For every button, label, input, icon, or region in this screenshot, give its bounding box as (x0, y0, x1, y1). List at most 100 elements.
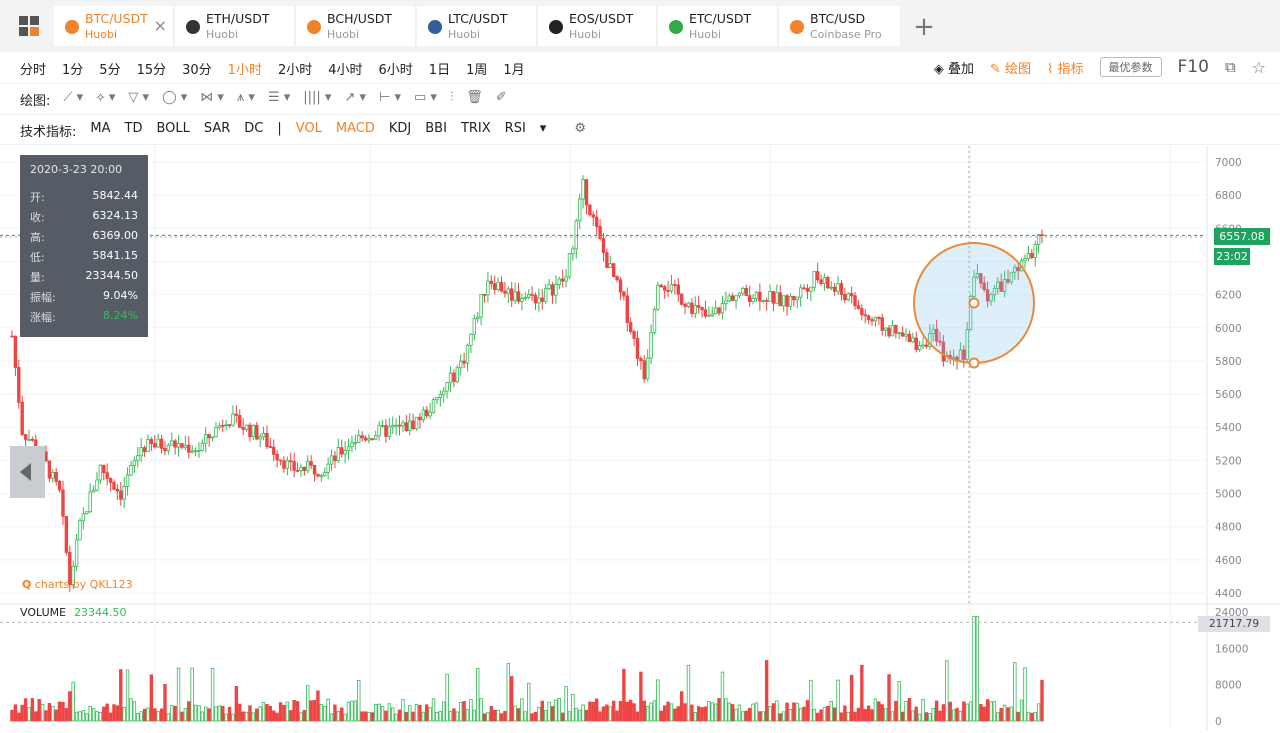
layout-grid-icon[interactable] (19, 16, 39, 36)
draw-toolbar-label: 绘图: (20, 94, 51, 109)
candle-body (115, 488, 120, 492)
timeframe-3[interactable]: 15分 (136, 63, 167, 78)
fibonacci-tool-icon[interactable]: ☰ ▾ (267, 90, 291, 105)
volume-bar (1019, 699, 1024, 722)
overlay-button[interactable]: ◈ 叠加 (933, 61, 974, 77)
eraser-icon[interactable]: ✐ (495, 90, 507, 105)
indicator-button[interactable]: ⌇ 指标 (1047, 61, 1084, 77)
tab-bch-usdt[interactable]: BCH/USDT Huobi (296, 6, 416, 46)
indicator-rsi[interactable]: RSI (504, 121, 526, 136)
tab-eth-usdt[interactable]: ETH/USDT Huobi (175, 6, 295, 46)
volume-bar (839, 712, 844, 722)
close-tab-icon[interactable]: × (153, 16, 167, 35)
indicator-boll[interactable]: BOLL (156, 121, 190, 136)
candle-body (533, 294, 538, 304)
indicator-vol[interactable]: VOL (295, 121, 322, 136)
gann-tool-icon[interactable]: |||| ▾ (303, 90, 332, 105)
candle-body (625, 295, 629, 323)
settings-gear-icon[interactable]: ⚙ (574, 121, 586, 136)
draw-button[interactable]: ✎ 绘图 (989, 61, 1032, 77)
volume-bar (448, 710, 453, 722)
tab-ltc-usdt[interactable]: LTC/USDT Huobi (417, 6, 537, 46)
indicator-macd[interactable]: MACD (335, 121, 375, 136)
timeframe-8[interactable]: 6小时 (378, 63, 413, 78)
screenshot-icon[interactable]: ⧉ (1224, 58, 1236, 76)
arrow-tool-icon[interactable]: ↗ ▾ (344, 90, 367, 105)
volume-bar (686, 664, 691, 722)
info-date: 2020-3-23 20:00 (30, 163, 123, 176)
timeframe-7[interactable]: 4小时 (328, 63, 363, 78)
overlay-label: 叠加 (947, 61, 974, 77)
indicator-kdj[interactable]: KDJ (388, 121, 412, 136)
timeframe-9[interactable]: 1日 (428, 63, 451, 78)
favorite-star-icon[interactable]: ☆ (1251, 57, 1266, 77)
timeframe-1[interactable]: 1分 (62, 63, 84, 78)
ellipse-tool-icon[interactable]: ◯ ▾ (162, 90, 188, 105)
timeframe-10[interactable]: 1周 (466, 63, 488, 78)
candle-body (499, 282, 504, 292)
candle-body (788, 295, 793, 307)
candle-body (346, 446, 351, 451)
tab-btc-usdt[interactable]: BTC/USDT Huobi × (54, 6, 174, 46)
f10-button[interactable]: F10 (1177, 57, 1209, 77)
candle-body (462, 360, 466, 364)
candle-body (238, 414, 242, 428)
candle-body (999, 281, 1003, 292)
volume-bar (255, 708, 259, 722)
volume-level-tag: 21717.79 (1198, 616, 1270, 632)
timeframe-6[interactable]: 2小时 (277, 63, 313, 78)
candle-body (159, 438, 164, 449)
candle-body (47, 460, 52, 479)
ray-tool-icon[interactable]: ⟡ ▾ (96, 90, 116, 105)
volume-bar (489, 706, 494, 722)
timeframe-5[interactable]: 1小时 (227, 63, 262, 78)
volume-bar (210, 667, 215, 722)
more-indicators-icon[interactable]: ▾ (539, 121, 547, 136)
line-tool-icon[interactable]: ⟋ ▾ (63, 90, 84, 105)
volume-bar (1026, 712, 1031, 722)
candle-body (785, 295, 789, 307)
comment-tool-icon[interactable]: ▭ ▾ (414, 90, 437, 105)
timeframe-0[interactable]: 分时 (20, 63, 47, 78)
tab-eos-usdt[interactable]: EOS/USDT Huobi (538, 6, 657, 46)
timeframe-2[interactable]: 5分 (99, 63, 121, 78)
tab-btc-usd[interactable]: BTC/USD Coinbase Pro (779, 6, 901, 46)
volume-bar (911, 710, 915, 722)
volume-bar (639, 671, 643, 722)
pitchfork-tool-icon[interactable]: ⋈ ▾ (200, 90, 224, 105)
volume-bar (122, 707, 126, 722)
volume-bar (482, 713, 487, 722)
bar-pattern-icon[interactable]: ⫶ (449, 90, 454, 105)
candle-body (336, 447, 341, 462)
candle-body (900, 332, 905, 337)
best-params-button[interactable]: 最优参数 (1099, 57, 1162, 77)
indicator-trix[interactable]: TRIX (460, 121, 491, 136)
indicator-dc[interactable]: DC (244, 121, 264, 136)
volume-bar (720, 671, 725, 722)
channel-tool-icon[interactable]: ▽ ▾ (128, 90, 150, 105)
candle-body (57, 480, 62, 491)
indicator-sar[interactable]: SAR (203, 121, 231, 136)
candle-body (1002, 279, 1007, 292)
indicator-ma[interactable]: MA (90, 121, 111, 136)
pattern-tool-icon[interactable]: ⩚ ▾ (236, 90, 255, 105)
volume-bar (1013, 662, 1017, 722)
timeframe-4[interactable]: 30分 (182, 63, 212, 78)
collapse-left-button[interactable] (10, 446, 45, 498)
btc-coin-icon (790, 20, 804, 34)
volume-bar (452, 708, 456, 722)
tab-etc-usdt[interactable]: ETC/USDT Huobi (658, 6, 778, 46)
add-tab-button[interactable]: + (913, 12, 935, 42)
indicator-td[interactable]: TD (124, 121, 143, 136)
tab-symbol: BCH/USDT (327, 11, 393, 26)
timeframe-11[interactable]: 1月 (503, 63, 525, 78)
candle-body (863, 314, 867, 317)
volume-bar (676, 706, 680, 722)
indicator-bbi[interactable]: BBI (425, 121, 447, 136)
candle-body (516, 291, 521, 302)
volume-bar (707, 701, 711, 722)
info-row: 量: 23344.50 (30, 269, 138, 289)
measure-tool-icon[interactable]: ⊢ ▾ (379, 90, 402, 105)
trash-icon[interactable]: 🗑 (466, 90, 483, 105)
